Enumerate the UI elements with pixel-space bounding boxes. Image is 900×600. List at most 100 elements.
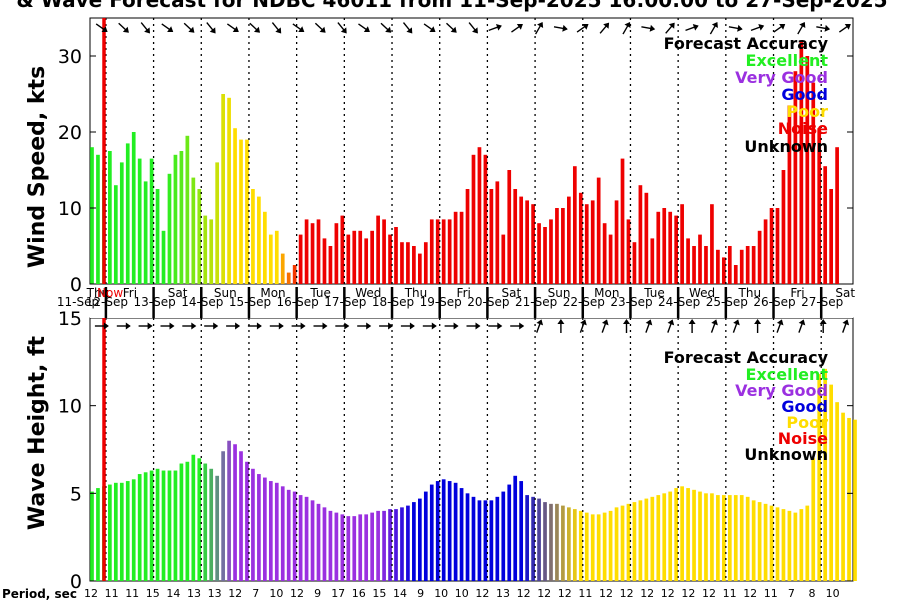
wind-direction-arrow	[553, 24, 568, 32]
wind-bar	[131, 132, 136, 284]
wave-ytick-label: 0	[70, 571, 82, 593]
wind-bar	[346, 234, 351, 284]
day-weekday-label: Sun	[548, 286, 571, 300]
wave-bar	[233, 444, 237, 581]
wind-bar	[292, 265, 297, 284]
wind-bar	[525, 200, 529, 284]
wave-bar	[334, 512, 339, 581]
period-value: 11	[125, 587, 139, 600]
wave-direction-arrow	[160, 322, 175, 330]
wave-bar	[620, 505, 625, 581]
wind-bar	[704, 246, 708, 284]
wave-bar	[453, 482, 458, 581]
wind-bar	[406, 242, 410, 284]
period-value: 12	[702, 587, 716, 600]
wave-bar	[686, 488, 690, 581]
wave-bar	[775, 507, 780, 581]
wave-bar	[292, 491, 297, 581]
wind-bar	[799, 40, 804, 284]
wave-direction-arrow	[623, 319, 630, 333]
wave-direction-arrow	[182, 322, 197, 330]
wind-bar	[656, 211, 661, 284]
wind-bar	[710, 204, 714, 284]
wave-bar	[352, 516, 357, 581]
wind-bar	[757, 230, 762, 284]
wind-legend-very-good: Very Good	[735, 68, 828, 87]
period-row: 12 11 11 15 14 13 13 12 7 10 12 9 17 16 15 14 9 10 10 12 13 1…	[84, 587, 840, 600]
wind-bar	[769, 208, 774, 284]
day-weekday-label: Sat	[835, 286, 855, 300]
wind-bar	[650, 238, 655, 284]
wave-direction-arrow	[335, 322, 350, 330]
wind-bar	[835, 147, 839, 284]
wind-legend-excellent: Excellent	[746, 51, 829, 70]
wind-bar	[453, 211, 458, 284]
wind-direction-arrow	[622, 21, 631, 35]
wave-legend-unknown: Unknown	[744, 445, 828, 464]
wave-bar	[727, 495, 732, 581]
wave-bar	[251, 468, 255, 581]
wind-bar	[495, 181, 500, 284]
wave-bar	[388, 509, 392, 581]
wave-legend-poor: Poor	[786, 413, 828, 432]
wind-bar	[686, 238, 690, 284]
wind-bar	[149, 158, 154, 284]
wind-bar	[370, 230, 374, 284]
wave-direction-arrow	[444, 322, 459, 330]
wind-speed-panel: 0 10 20 30	[58, 17, 854, 296]
wind-direction-arrow	[534, 21, 544, 35]
wind-direction-arrow	[206, 22, 216, 34]
day-weekday-label: Thu	[404, 286, 428, 300]
wave-bar	[578, 510, 583, 581]
wind-bar	[465, 189, 470, 284]
wind-bar	[531, 204, 535, 284]
wind-bar	[221, 94, 225, 284]
wind-bar	[680, 204, 684, 284]
wave-bar	[417, 498, 422, 581]
period-value: 12	[743, 587, 757, 600]
wind-bar	[775, 208, 780, 284]
wave-bar	[531, 496, 535, 581]
wave-bar	[364, 514, 369, 581]
wind-bar	[817, 128, 822, 284]
wave-bar	[382, 510, 386, 581]
wave-bar	[477, 500, 482, 581]
wind-bar	[96, 154, 100, 284]
wave-bar	[310, 500, 315, 581]
wind-bar	[620, 158, 625, 284]
wind-direction-arrow	[468, 22, 478, 34]
wind-direction-arrow	[665, 22, 675, 34]
wind-legend-unknown: Unknown	[744, 137, 828, 156]
wave-bar	[626, 503, 631, 581]
wind-bar	[483, 154, 488, 284]
wave-bar	[751, 500, 756, 581]
wave-bar	[137, 474, 142, 581]
wind-bar	[191, 177, 196, 284]
wave-bar	[722, 495, 726, 581]
wave-bar	[167, 470, 172, 581]
wave-direction-arrow	[488, 322, 503, 330]
wave-direction-arrow	[466, 322, 481, 330]
day-weekday-label: Sun	[214, 286, 237, 300]
wave-bar	[513, 475, 518, 581]
wind-direction-arrow	[599, 22, 610, 34]
wind-bar	[280, 253, 285, 284]
wave-legend-title: Forecast Accuracy	[664, 348, 829, 367]
period-value: 17	[331, 587, 345, 600]
period-value: 12	[681, 587, 695, 600]
wind-bar	[698, 234, 702, 284]
wave-bar	[680, 486, 684, 581]
wind-bar	[805, 56, 810, 284]
wave-bar	[847, 417, 851, 581]
wind-bar	[561, 208, 565, 284]
wave-bar	[179, 463, 184, 581]
wave-bar	[584, 512, 589, 581]
period-value: 11	[723, 587, 737, 600]
wave-legend-good: Good	[781, 397, 828, 416]
wave-bar	[239, 451, 243, 581]
wind-bar	[596, 177, 601, 284]
wind-bar	[245, 139, 249, 284]
wave-bar	[429, 484, 434, 581]
wave-bar	[471, 496, 476, 581]
